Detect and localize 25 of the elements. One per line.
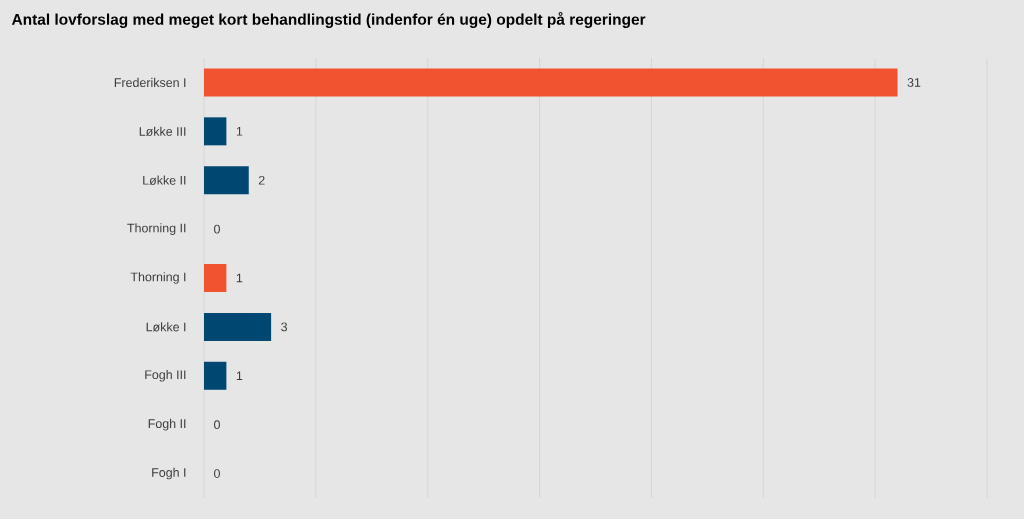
y-tick-label: Fogh II xyxy=(148,418,186,431)
bar xyxy=(204,264,227,292)
y-tick-label: Thorning I xyxy=(130,272,186,284)
data-label: 1 xyxy=(236,127,243,136)
y-tick-label: Frederiksen I xyxy=(114,77,186,88)
data-label: 0 xyxy=(214,420,220,430)
y-tick-label: Fogh I xyxy=(152,467,186,480)
bar xyxy=(204,361,227,390)
bar xyxy=(204,117,227,146)
data-label: 3 xyxy=(281,322,288,332)
bar xyxy=(204,312,272,341)
data-label: 0 xyxy=(214,224,220,234)
y-tick-label: Løkke I xyxy=(146,322,186,332)
data-label: 2 xyxy=(258,175,265,185)
data-label: 31 xyxy=(907,78,921,87)
data-label: 1 xyxy=(236,371,243,381)
y-tick-label: Thorning II xyxy=(127,223,186,235)
data-label: 0 xyxy=(214,469,220,478)
y-tick-label: Løkke III xyxy=(139,126,186,136)
data-label: 1 xyxy=(236,273,243,283)
bar xyxy=(204,68,898,97)
chart-title: Antal lovforslag med meget kort behandlingstid (indenfor én uge) opdelt på regeringer xyxy=(11,12,646,28)
bar xyxy=(204,166,249,195)
y-tick-label: Løkke II xyxy=(143,175,186,185)
y-tick-label: Fogh III xyxy=(145,369,186,382)
